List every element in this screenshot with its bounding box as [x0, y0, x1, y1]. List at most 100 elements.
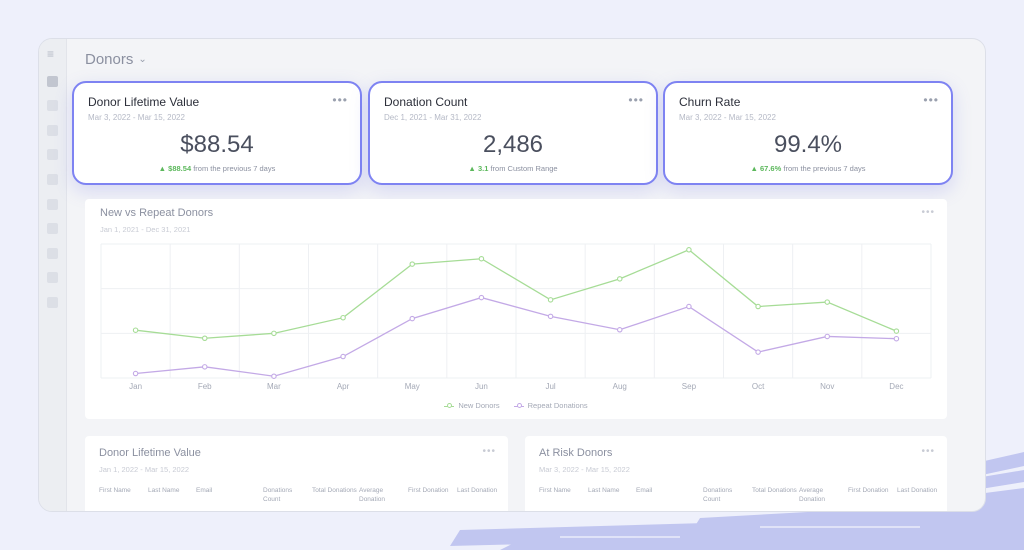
- data-point: [202, 335, 208, 341]
- legend-marker: [444, 402, 455, 409]
- column-header[interactable]: Donations Count: [263, 487, 293, 503]
- table-date-range: Jan 1, 2022 - Mar 15, 2022: [99, 465, 190, 474]
- kpi-date-range: Mar 3, 2022 - Mar 15, 2022: [679, 113, 776, 122]
- table-title: Donor Lifetime Value: [99, 447, 201, 459]
- column-header[interactable]: First Name: [539, 487, 571, 494]
- data-point: [686, 303, 692, 310]
- table-panel-donor-lifetime-value: Donor Lifetime Value Jan 1, 2022 - Mar 1…: [85, 436, 508, 511]
- x-tick-label: Aug: [613, 382, 627, 391]
- column-header[interactable]: Total Donations: [312, 487, 357, 494]
- data-point: [340, 353, 346, 360]
- column-header[interactable]: Last Donation: [897, 487, 938, 494]
- sidebar: ≡: [39, 39, 67, 511]
- x-tick-label: Feb: [198, 382, 212, 391]
- column-header[interactable]: Total Donations: [752, 487, 797, 494]
- x-tick-label: Oct: [752, 382, 765, 391]
- data-point: [478, 294, 485, 301]
- x-tick-label: Apr: [337, 382, 350, 391]
- kpi-card-churn-rate[interactable]: Churn Rate ••• Mar 3, 2022 - Mar 15, 202…: [663, 81, 953, 185]
- sidebar-item-8[interactable]: [47, 248, 58, 259]
- sidebar-item-4[interactable]: [47, 149, 58, 160]
- data-point: [755, 303, 761, 310]
- kpi-change: ▲ 67.6% from the previous 7 days: [665, 164, 951, 173]
- column-header[interactable]: Last Donation: [457, 487, 498, 494]
- data-point: [271, 373, 277, 379]
- table-header: First Name Last Name Email Donations Count T…: [539, 486, 937, 508]
- page-title-label: Donors: [85, 51, 134, 68]
- x-tick-label: Jun: [475, 382, 488, 391]
- chevron-down-icon: ⌄: [138, 54, 147, 65]
- table-date-range: Mar 3, 2022 - Mar 15, 2022: [539, 465, 630, 474]
- more-options-icon[interactable]: •••: [921, 446, 935, 457]
- data-point: [132, 327, 139, 333]
- series-line-repeat-donations: [135, 296, 897, 377]
- more-options-icon[interactable]: •••: [923, 93, 939, 107]
- kpi-value: 99.4%: [773, 131, 843, 158]
- kpi-change-value: 3.1: [477, 164, 489, 173]
- more-options-icon[interactable]: •••: [628, 93, 644, 107]
- app-window: ≡ Donors ⌄ Donor Lifetime Value ••• Mar …: [38, 38, 986, 512]
- more-options-icon[interactable]: •••: [482, 446, 496, 457]
- data-point: [547, 297, 554, 303]
- column-header[interactable]: First Donation: [848, 487, 889, 494]
- page-title[interactable]: Donors ⌄: [85, 51, 147, 68]
- x-tick-label: Dec: [889, 382, 903, 391]
- more-options-icon[interactable]: •••: [921, 207, 935, 218]
- sidebar-item-6[interactable]: [47, 199, 58, 210]
- sidebar-item-10[interactable]: [47, 297, 58, 308]
- data-point: [893, 335, 900, 342]
- legend-item-new-donors[interactable]: New Donors: [444, 401, 500, 410]
- kpi-change: ▲ $88.54 from the previous 7 days: [74, 164, 360, 173]
- sidebar-item-3[interactable]: [47, 125, 58, 136]
- line-chart: Jan Feb Mar Apr May Jun Jul Aug Sep Oct Nov Dec: [100, 243, 932, 391]
- kpi-card-donation-count[interactable]: Donation Count ••• Dec 1, 2021 - Mar 31,…: [368, 81, 658, 185]
- data-point: [893, 328, 900, 334]
- column-header[interactable]: Last Name: [588, 487, 620, 494]
- column-header[interactable]: Average Donation: [359, 487, 386, 503]
- sidebar-item-9[interactable]: [47, 272, 58, 283]
- kpi-change-value: $88.54: [168, 164, 192, 173]
- data-point: [132, 370, 139, 377]
- kpi-date-range: Dec 1, 2021 - Mar 31, 2022: [384, 113, 482, 122]
- more-options-icon[interactable]: •••: [332, 93, 348, 107]
- legend-label: Repeat Donations: [527, 401, 588, 410]
- kpi-card-donor-lifetime-value[interactable]: Donor Lifetime Value ••• Mar 3, 2022 - M…: [72, 81, 362, 185]
- kpi-value: $88.54: [180, 131, 254, 158]
- kpi-title: Churn Rate: [679, 95, 741, 109]
- hamburger-icon[interactable]: ≡: [47, 47, 55, 61]
- table-title: At Risk Donors: [539, 447, 613, 459]
- data-point: [409, 315, 415, 322]
- chart-title: New vs Repeat Donors: [100, 207, 214, 219]
- arrow-up-icon: ▲: [158, 164, 169, 173]
- sidebar-item-2[interactable]: [47, 100, 58, 111]
- legend-marker: [513, 402, 524, 409]
- x-tick-label: Jul: [545, 382, 555, 391]
- data-point: [202, 364, 208, 370]
- arrow-up-icon: ▲: [750, 164, 760, 173]
- column-header[interactable]: First Name: [99, 487, 131, 494]
- kpi-change-value: 67.6%: [760, 164, 782, 173]
- series-line-new-donors: [135, 249, 897, 339]
- kpi-value: 2,486: [482, 131, 544, 158]
- data-point: [547, 313, 554, 320]
- sidebar-item-1[interactable]: [47, 76, 58, 87]
- column-header[interactable]: Average Donation: [799, 487, 826, 503]
- sidebar-item-7[interactable]: [47, 223, 58, 234]
- legend-item-repeat-donations[interactable]: Repeat Donations: [513, 401, 588, 410]
- kpi-change-text: from Custom Range: [490, 164, 558, 173]
- column-header[interactable]: Donations Count: [703, 487, 733, 503]
- chart-panel: New vs Repeat Donors Jan 1, 2021 - Dec 3…: [85, 199, 947, 419]
- kpi-change: ▲ 3.1 from Custom Range: [370, 164, 656, 173]
- kpi-title: Donation Count: [384, 95, 468, 109]
- column-header[interactable]: Last Name: [148, 487, 180, 494]
- sidebar-item-5[interactable]: [47, 174, 58, 185]
- x-tick-label: Mar: [267, 382, 281, 391]
- arrow-up-icon: ▲: [468, 164, 478, 173]
- x-tick-label: Jan: [129, 382, 142, 391]
- data-point: [755, 349, 761, 355]
- column-header[interactable]: Email: [196, 487, 213, 494]
- column-header[interactable]: Email: [636, 487, 653, 494]
- x-tick-label: May: [405, 382, 420, 391]
- column-header[interactable]: First Donation: [408, 487, 449, 494]
- x-tick-label: Nov: [820, 382, 834, 391]
